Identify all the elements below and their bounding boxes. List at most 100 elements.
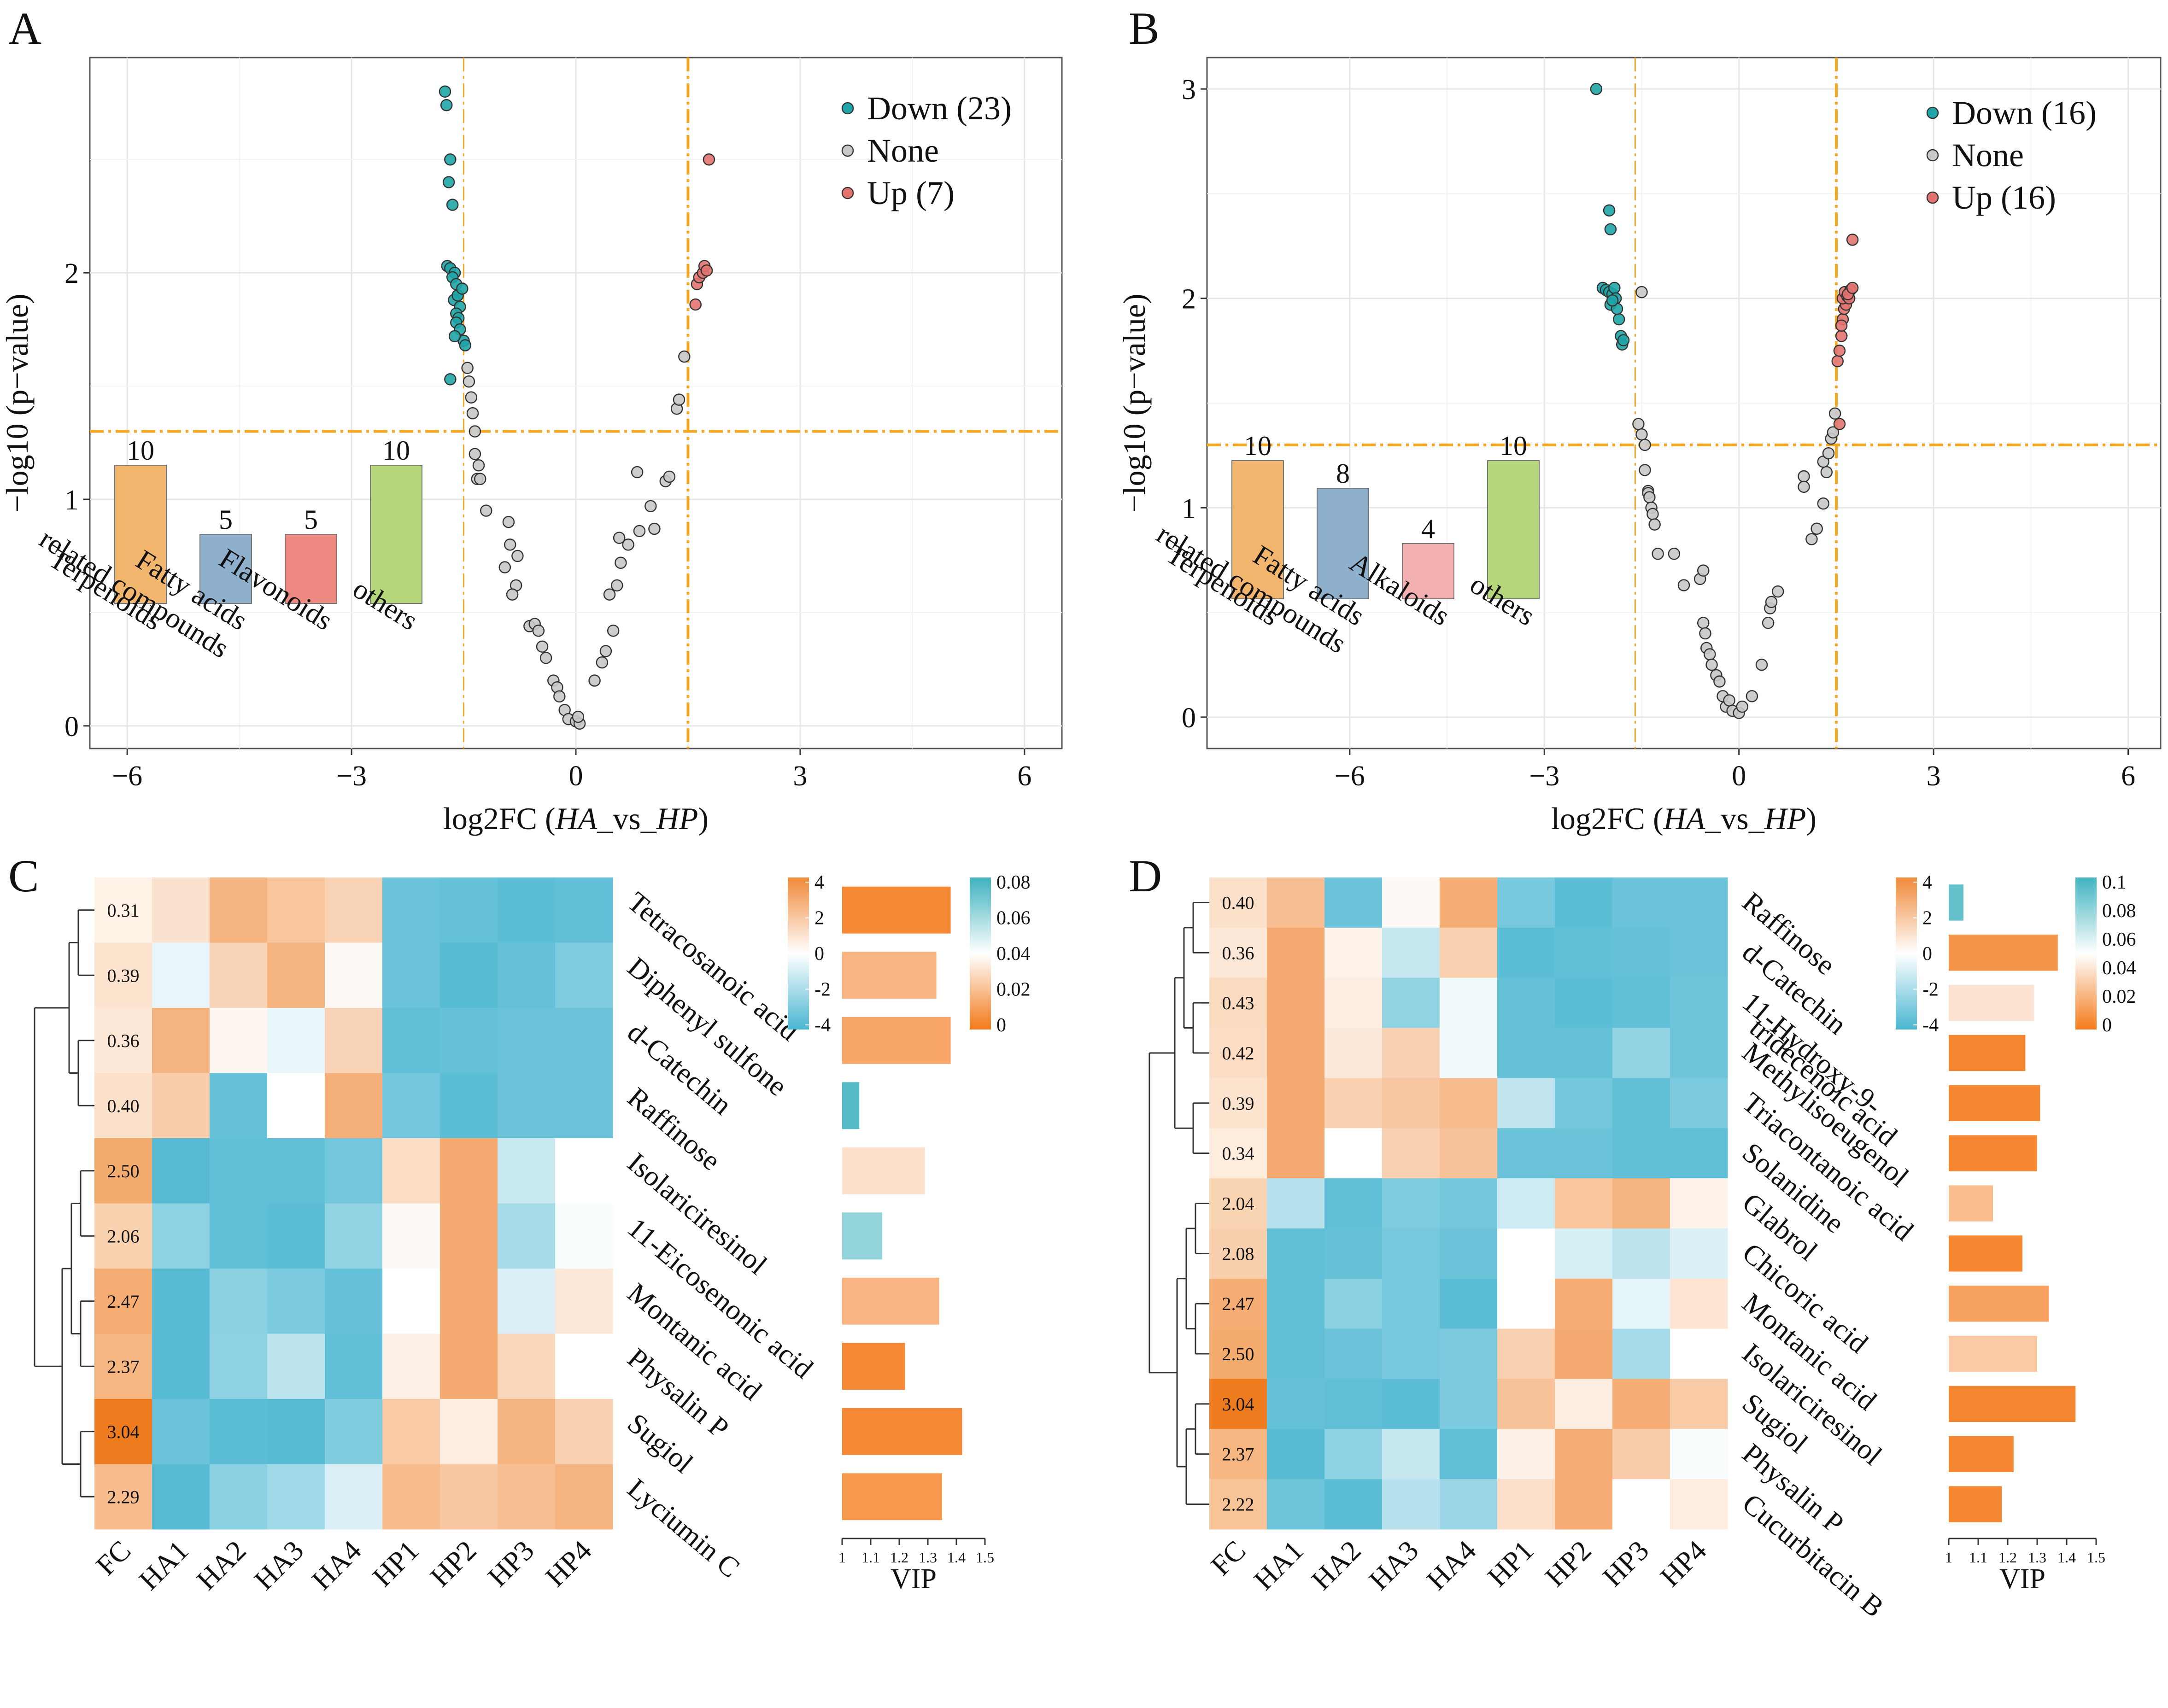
point-up xyxy=(1846,234,1859,246)
heatmap-cell xyxy=(1555,1479,1613,1530)
heatmap-cell xyxy=(1324,1128,1383,1179)
heatmap-cell xyxy=(210,1138,268,1204)
heatmap-cell xyxy=(1267,1278,1325,1329)
y-tick-label: 0 xyxy=(1182,702,1196,734)
heatmap-cell xyxy=(1440,1328,1498,1379)
heatmap-cell xyxy=(1497,1078,1555,1129)
vip-bar xyxy=(842,1408,962,1455)
heatmap-cell xyxy=(1555,1128,1613,1179)
heatmap-cell xyxy=(1324,1328,1383,1379)
fc-value: 0.40 xyxy=(107,1095,140,1116)
legend-label: Down (16) xyxy=(1952,94,2097,131)
category-bar-count: 10 xyxy=(382,435,410,466)
heatmap-cell xyxy=(1497,1328,1555,1379)
heatmap-cell xyxy=(1382,1178,1440,1229)
heatmap-cell xyxy=(1324,1379,1383,1429)
vip-tick-label: 1.3 xyxy=(919,1549,937,1566)
heatmap-cell xyxy=(152,877,210,943)
point-none xyxy=(678,350,691,363)
vip-bar xyxy=(842,1082,860,1129)
heatmap-cell xyxy=(1267,1028,1325,1078)
point-none xyxy=(553,690,566,703)
heatmap-cell xyxy=(1440,877,1498,928)
legend-marker xyxy=(1926,106,1939,119)
heatmap-cell xyxy=(1267,1479,1325,1530)
fc-value: 0.36 xyxy=(1222,942,1254,963)
heatmap-cell xyxy=(210,1399,268,1464)
column-label: HA3 xyxy=(1363,1535,1424,1596)
heatmap-cell xyxy=(1497,1379,1555,1429)
column-label: HP1 xyxy=(367,1535,425,1593)
heatmap-cell xyxy=(440,1399,498,1464)
point-none xyxy=(1647,508,1659,521)
x-tick-label: 3 xyxy=(793,760,807,792)
point-none xyxy=(1635,428,1648,441)
heatmap-cell xyxy=(1670,1128,1728,1179)
fc-legend-label: -2 xyxy=(1922,979,1939,1000)
y-axis-title: −log10 (p−value) xyxy=(0,293,35,512)
p-legend-label: 0.02 xyxy=(996,979,1031,1000)
fc-cell xyxy=(1209,1328,1267,1379)
p-legend-label: 0.08 xyxy=(996,872,1031,893)
heatmap-cell xyxy=(152,1138,210,1204)
heatmap-cell xyxy=(440,1464,498,1530)
point-none xyxy=(1635,286,1648,298)
point-none xyxy=(532,625,545,637)
heatmap-cell xyxy=(1497,1028,1555,1078)
heatmap-cell xyxy=(1670,1078,1728,1129)
p-legend-label: 0.08 xyxy=(2102,901,2136,922)
point-up xyxy=(689,298,702,311)
point-down xyxy=(1612,313,1625,326)
heatmap-cell xyxy=(1267,1128,1325,1179)
point-none xyxy=(463,375,475,388)
x-axis-title: log2FC (HA_vs_HP) xyxy=(1551,801,1816,836)
point-none xyxy=(1817,497,1830,510)
vip-tick-label: 1.2 xyxy=(890,1549,908,1566)
fc-value: 0.40 xyxy=(1222,892,1254,913)
fc-cell xyxy=(94,942,152,1008)
p-legend-label: 0.04 xyxy=(996,943,1031,965)
heatmap-cell xyxy=(555,1138,613,1204)
heatmap-cell xyxy=(325,1073,383,1139)
vip-bar xyxy=(1949,984,2034,1021)
fc-value: 0.36 xyxy=(107,1030,140,1051)
heatmap-cell xyxy=(1267,877,1325,928)
legend-marker xyxy=(1926,191,1939,204)
heatmap-cell xyxy=(1440,927,1498,978)
vip-bar xyxy=(842,1147,925,1194)
category-bar xyxy=(1231,460,1284,599)
fc-value: 3.04 xyxy=(1222,1394,1254,1415)
x-tick-label: 6 xyxy=(2121,760,2135,792)
p-legend-label: 0.06 xyxy=(996,908,1031,929)
point-down xyxy=(444,153,457,166)
fc-value: 2.04 xyxy=(1222,1193,1254,1214)
heatmap-cell xyxy=(498,1334,556,1399)
fc-cell xyxy=(1209,1078,1267,1129)
y-axis-title: −log10 (p−value) xyxy=(1117,293,1152,512)
heatmap-cell xyxy=(555,877,613,943)
fc-cell xyxy=(94,1334,152,1399)
heatmap-cell xyxy=(1382,977,1440,1029)
x-tick-label: −6 xyxy=(1335,760,1365,792)
fc-cell xyxy=(94,1269,152,1334)
point-none xyxy=(1723,694,1735,707)
heatmap-cell xyxy=(325,1464,383,1530)
heatmap-cell xyxy=(1267,1078,1325,1129)
fc-value: 2.08 xyxy=(1222,1243,1254,1264)
panel-label-c: C xyxy=(8,850,39,901)
fc-cell xyxy=(1209,977,1267,1029)
heatmap-cell xyxy=(152,1073,210,1139)
point-none xyxy=(498,561,511,573)
x-axis-title: log2FC (HA_vs_HP) xyxy=(443,801,709,836)
column-label: HP2 xyxy=(424,1535,482,1593)
vip-tick-label: 1.1 xyxy=(861,1549,880,1566)
legend-label: Up (7) xyxy=(867,175,955,211)
y-tick-label: 3 xyxy=(1182,74,1196,105)
legend-marker xyxy=(841,187,854,199)
column-label: HA2 xyxy=(1306,1535,1367,1596)
x-axis-title-part: HP xyxy=(656,801,698,836)
heatmap-cell xyxy=(1497,1479,1555,1530)
point-down xyxy=(459,339,472,351)
heatmap-cell xyxy=(1555,1379,1613,1429)
fc-legend-label: 0 xyxy=(1922,943,1932,965)
